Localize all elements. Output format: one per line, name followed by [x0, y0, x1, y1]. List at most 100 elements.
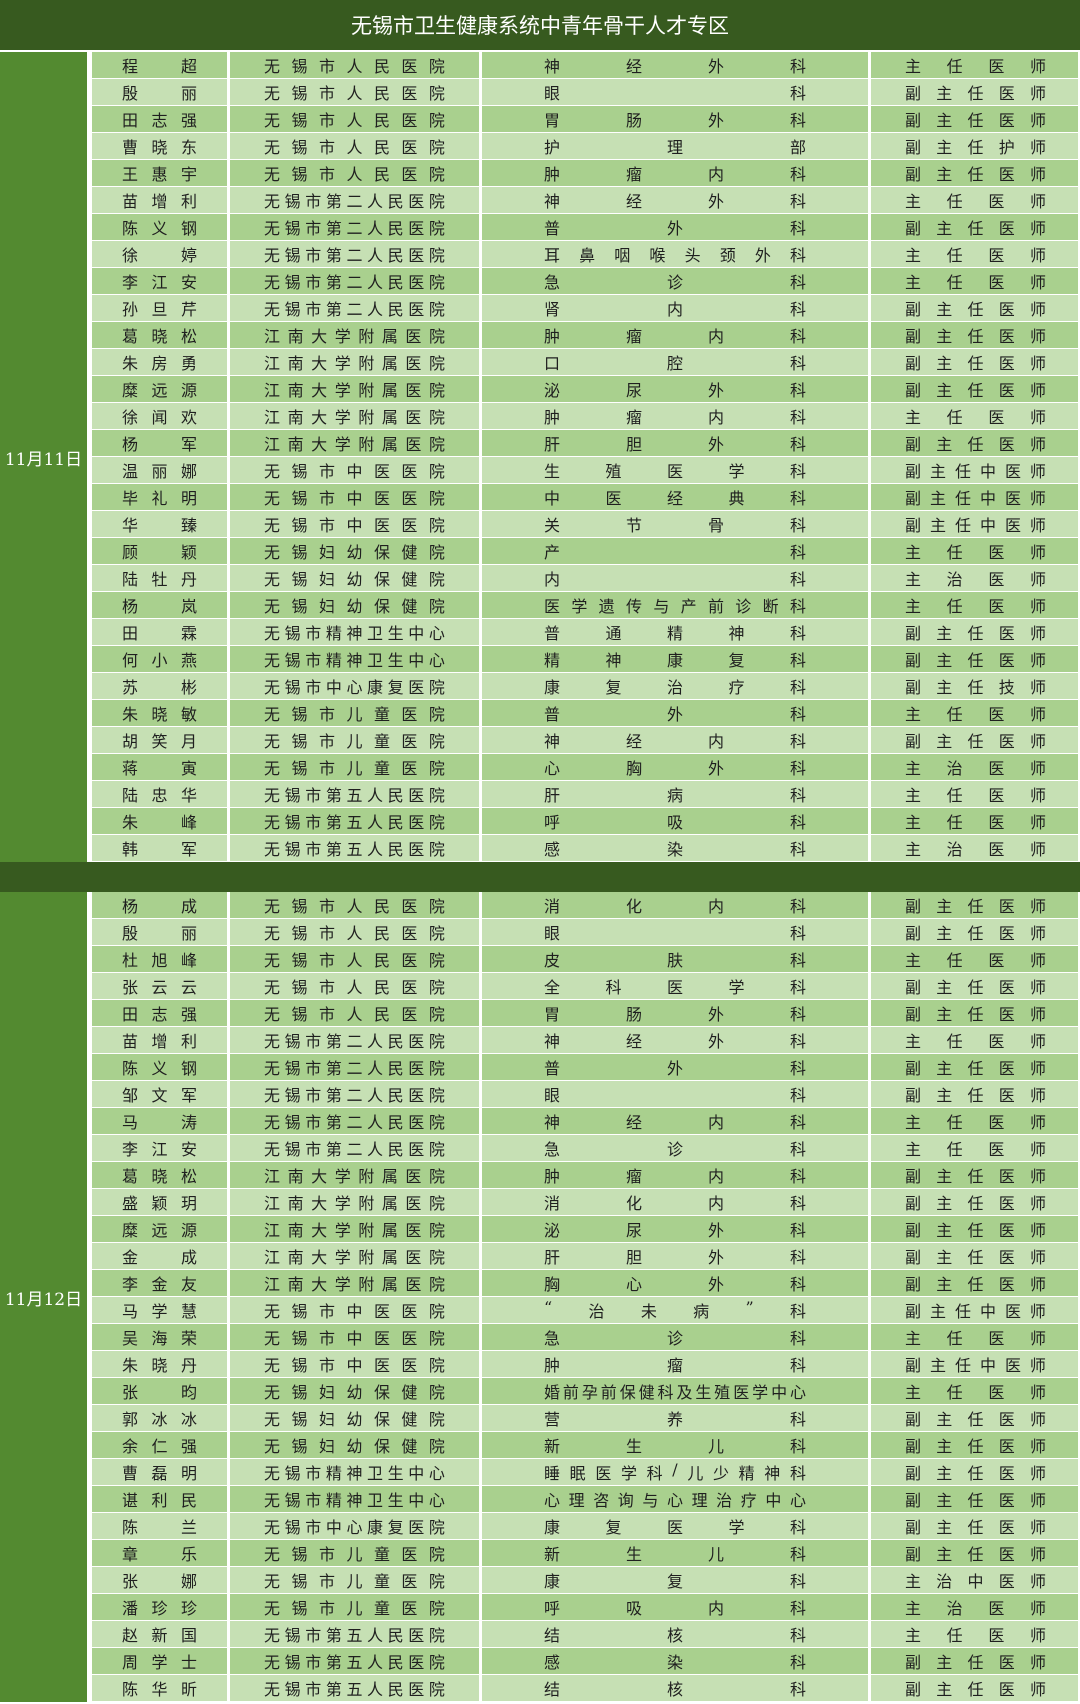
title-cell: 副主任医师	[871, 1675, 1078, 1701]
doctor-name-cell: 曹磊明	[92, 1459, 230, 1485]
hospital-cell: 无锡妇幼保健院	[230, 565, 482, 591]
title-cell: 副主任医师	[871, 1162, 1078, 1188]
hospital-cell: 无锡市第二人民医院	[230, 1135, 482, 1161]
hospital-cell-text: 无锡市人民医院	[264, 57, 445, 76]
hospital-cell: 无锡市人民医院	[230, 160, 482, 186]
doctor-name-cell: 李江安	[92, 1135, 230, 1161]
table-row: 温丽娜 无锡市中医医院 生殖医学科 副主任中医师	[92, 457, 1078, 484]
table-row: 张昀 无锡妇幼保健院 婚前孕前保健科及生殖医学中心 主任医师	[92, 1378, 1078, 1405]
doctor-name-cell-text: 苗增利	[122, 1032, 197, 1051]
table-row: 陈华昕 无锡市第五人民医院 结核科 副主任医师	[92, 1675, 1078, 1702]
title-cell-text: 主任医师	[905, 1626, 1046, 1645]
title-cell-text: 主任医师	[905, 1329, 1046, 1348]
doctor-name-cell: 何小燕	[92, 646, 230, 672]
department-cell-text: 康复科	[544, 1572, 806, 1591]
title-cell: 副主任医师	[871, 106, 1078, 132]
department-cell-text: 肿瘤内科	[544, 165, 806, 184]
doctor-name-cell-text: 陆牡丹	[122, 570, 197, 589]
department-cell-text: 营养科	[544, 1410, 806, 1429]
hospital-cell-text: 江南大学附属医院	[264, 1275, 445, 1294]
department-cell-text: 心理咨询与心理治疗中心	[544, 1491, 806, 1510]
table-row: 糜远源 江南大学附属医院 泌尿外科 副主任医师	[92, 1216, 1078, 1243]
department-cell: 急诊科	[482, 1324, 871, 1350]
hospital-cell-text: 无锡市第二人民医院	[264, 1113, 445, 1132]
table-row: 张娜 无锡市儿童医院 康复科 主治中医师	[92, 1567, 1078, 1594]
table-row: 盛颖玥 江南大学附属医院 消化内科 副主任医师	[92, 1189, 1078, 1216]
hospital-cell-text: 无锡市儿童医院	[264, 1572, 445, 1591]
doctor-name-cell-text: 李江安	[122, 273, 197, 292]
doctor-name-cell: 李江安	[92, 268, 230, 294]
department-cell: 肝胆外科	[482, 1243, 871, 1269]
doctor-name-cell-text: 曹磊明	[122, 1464, 197, 1483]
doctor-name-cell-text: 周学士	[122, 1653, 197, 1672]
title-cell-text: 副主任医师	[905, 111, 1046, 130]
title-cell-text: 主任医师	[905, 246, 1046, 265]
hospital-cell-text: 无锡市儿童医院	[264, 732, 445, 751]
hospital-cell-text: 江南大学附属医院	[264, 1194, 445, 1213]
hospital-cell: 江南大学附属医院	[230, 322, 482, 348]
doctor-name-cell: 蒋寅	[92, 754, 230, 780]
title-cell: 副主任医师	[871, 1054, 1078, 1080]
doctor-name-cell-text: 何小燕	[122, 651, 197, 670]
table-row: 殷丽 无锡市人民医院 眼科 副主任医师	[92, 919, 1078, 946]
hospital-cell: 无锡市第五人民医院	[230, 1648, 482, 1674]
department-cell-text: 消化内科	[544, 1194, 806, 1213]
department-cell: 肿瘤内科	[482, 1162, 871, 1188]
department-cell-text: 皮肤科	[544, 951, 806, 970]
department-cell-text: 护理部	[544, 138, 806, 157]
table-row: 苏彬 无锡市中心康复医院 康复治疗科 副主任技师	[92, 673, 1078, 700]
title-cell: 主任医师	[871, 1378, 1078, 1404]
department-cell: 泌尿外科	[482, 1216, 871, 1242]
title-cell: 副主任中医师	[871, 484, 1078, 510]
title-cell-text: 主治中医师	[905, 1572, 1046, 1591]
title-cell-text: 副主任医师	[905, 1275, 1046, 1294]
title-cell-text: 主治医师	[905, 759, 1046, 778]
title-cell: 主任医师	[871, 946, 1078, 972]
department-cell-text: 睡眠医学科 / 儿少精神科	[544, 1460, 806, 1483]
department-cell: 心理咨询与心理治疗中心	[482, 1486, 871, 1512]
department-cell-text: 胃肠外科	[544, 1005, 806, 1024]
table-row: 朱房勇 江南大学附属医院 口腔科 副主任医师	[92, 349, 1078, 376]
hospital-cell: 无锡市人民医院	[230, 79, 482, 105]
department-cell: 新生儿科	[482, 1540, 871, 1566]
table-row: 葛晓松 江南大学附属医院 肿瘤内科 副主任医师	[92, 322, 1078, 349]
title-cell: 副主任医师	[871, 1648, 1078, 1674]
doctor-name-cell-text: 章乐	[122, 1545, 197, 1564]
department-cell: 普外科	[482, 214, 871, 240]
department-cell-text: 内科	[544, 570, 806, 589]
hospital-cell: 无锡市中医医院	[230, 1324, 482, 1350]
doctor-name-cell-text: 李金友	[122, 1275, 197, 1294]
department-cell: 眼科	[482, 79, 871, 105]
doctor-name-cell-text: 苗增利	[122, 192, 197, 211]
title-cell: 副主任医师	[871, 295, 1078, 321]
doctor-name-cell-text: 温丽娜	[122, 462, 197, 481]
department-cell-text: 泌尿外科	[544, 1221, 806, 1240]
table-row: 苗增利 无锡市第二人民医院 神经外科 主任医师	[92, 1027, 1078, 1054]
department-cell-text: “治未病” 科	[544, 1298, 806, 1321]
department-cell: 婚前孕前保健科及生殖医学中心	[482, 1378, 871, 1404]
doctor-name-cell-text: 张云云	[122, 978, 197, 997]
doctor-name-cell-text: 糜远源	[122, 381, 197, 400]
table-row: 马涛 无锡市第二人民医院 神经内科 主任医师	[92, 1108, 1078, 1135]
department-cell: 消化内科	[482, 892, 871, 918]
title-cell-text: 主任医师	[905, 1140, 1046, 1159]
doctor-name-cell: 殷丽	[92, 919, 230, 945]
hospital-cell-text: 无锡市中医医院	[264, 489, 445, 508]
doctor-name-cell-text: 毕礼明	[122, 489, 197, 508]
table-row: 朱晓敏 无锡市儿童医院 普外科 主任医师	[92, 700, 1078, 727]
table-row: 张云云 无锡市人民医院 全科医学科 副主任医师	[92, 973, 1078, 1000]
department-cell: 口腔科	[482, 349, 871, 375]
department-cell-text: 呼吸内科	[544, 1599, 806, 1618]
hospital-cell-text: 无锡市第二人民医院	[264, 273, 445, 292]
department-cell-text: 胃肠外科	[544, 111, 806, 130]
hospital-cell: 无锡市第五人民医院	[230, 781, 482, 807]
department-cell-text: 神经外科	[544, 1032, 806, 1051]
hospital-cell: 无锡市儿童医院	[230, 727, 482, 753]
title-cell-text: 主任医师	[905, 1113, 1046, 1132]
title-cell: 副主任医师	[871, 727, 1078, 753]
hospital-cell-text: 无锡市精神卫生中心	[264, 1491, 445, 1510]
doctor-name-cell-text: 马涛	[122, 1113, 197, 1132]
title-cell-text: 副主任医师	[905, 381, 1046, 400]
doctor-name-cell: 张云云	[92, 973, 230, 999]
hospital-cell-text: 无锡市人民医院	[264, 165, 445, 184]
